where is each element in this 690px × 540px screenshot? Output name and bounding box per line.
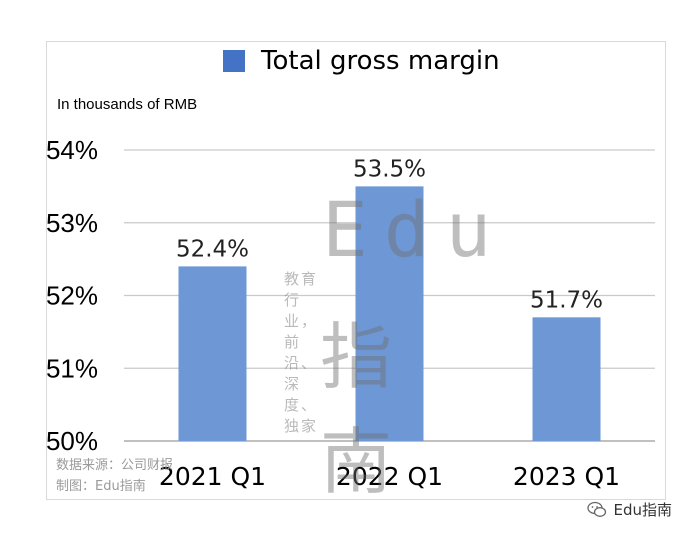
data-label: 52.4%: [176, 236, 249, 262]
bar: [356, 186, 424, 441]
source-line: 数据来源：公司财报: [56, 454, 173, 473]
y-tick-label: 51%: [46, 353, 98, 383]
y-tick-label: 53%: [46, 208, 98, 238]
data-label: 51.7%: [530, 287, 603, 313]
y-tick-label: 50%: [46, 426, 98, 456]
x-tick-label: 2021 Q1: [159, 462, 266, 491]
data-label: 53.5%: [353, 156, 426, 182]
bar: [533, 317, 601, 441]
credit-line: 制图：Edu指南: [56, 475, 146, 494]
x-tick-label: 2022 Q1: [336, 462, 443, 491]
x-tick-label: 2023 Q1: [513, 462, 620, 491]
wechat-icon: [587, 501, 607, 518]
bar: [179, 266, 247, 441]
wechat-account: Edu指南: [587, 499, 672, 520]
y-tick-label: 54%: [46, 135, 98, 165]
y-tick-label: 52%: [46, 281, 98, 311]
wechat-account-name: Edu指南: [613, 499, 672, 520]
